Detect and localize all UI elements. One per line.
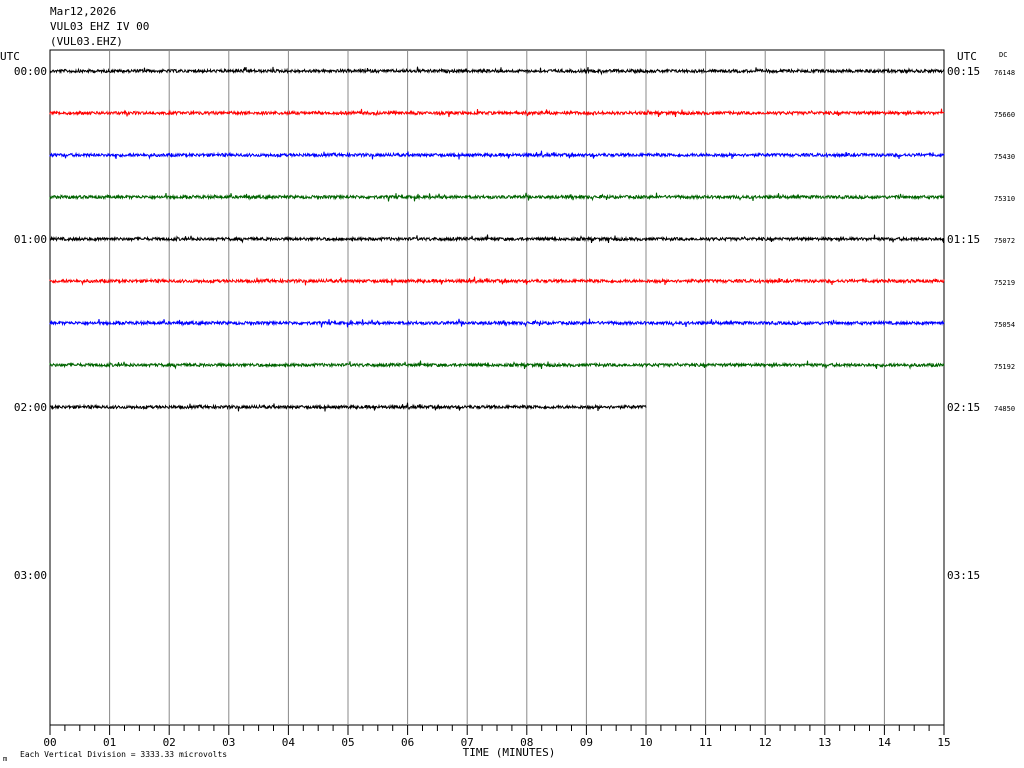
right-time-label: 00:15 xyxy=(947,65,980,78)
x-tick-label: 08 xyxy=(520,736,533,749)
dc-value: 76148 xyxy=(994,69,1015,77)
dc-value: 75072 xyxy=(994,237,1015,245)
x-tick-label: 10 xyxy=(639,736,652,749)
plot-frame xyxy=(49,49,945,726)
dc-value: 75430 xyxy=(994,153,1015,161)
dc-label: DC xyxy=(999,51,1007,59)
utc-left-label: UTC xyxy=(0,50,20,63)
x-tick-label: 01 xyxy=(103,736,116,749)
x-tick-label: 04 xyxy=(282,736,296,749)
seismic-trace xyxy=(49,192,945,202)
x-tick-label: 06 xyxy=(401,736,414,749)
dc-value: 75660 xyxy=(994,111,1015,119)
seismic-trace xyxy=(49,66,945,76)
seismic-trace xyxy=(49,234,945,244)
left-time-label: 03:00 xyxy=(14,569,47,582)
seismic-trace xyxy=(49,276,945,286)
right-time-label: 03:15 xyxy=(947,569,980,582)
left-time-label: 02:00 xyxy=(14,401,47,414)
seismic-trace xyxy=(49,360,945,370)
seismic-trace xyxy=(49,150,945,160)
right-time-label: 01:15 xyxy=(947,233,980,246)
x-tick-label: 07 xyxy=(461,736,474,749)
seismic-trace xyxy=(49,402,647,412)
seismic-trace xyxy=(49,108,945,118)
dc-value: 75054 xyxy=(994,321,1015,329)
x-tick-label: 02 xyxy=(163,736,176,749)
x-tick-label: 13 xyxy=(818,736,831,749)
left-time-label: 01:00 xyxy=(14,233,47,246)
dc-value: 74850 xyxy=(994,405,1015,413)
x-tick-label: 12 xyxy=(759,736,772,749)
station-title: VUL03 EHZ IV 00 xyxy=(50,20,150,33)
left-time-label: 00:00 xyxy=(14,65,47,78)
x-tick-label: 00 xyxy=(43,736,56,749)
x-tick-label: 09 xyxy=(580,736,593,749)
dc-value: 75192 xyxy=(994,363,1015,371)
vertical-division-note: Each Vertical Division = 3333.33 microvo… xyxy=(20,750,227,759)
x-tick-label: 03 xyxy=(222,736,235,749)
utc-right-label: UTC xyxy=(957,50,977,63)
channel-title: (VUL03.EHZ) xyxy=(50,35,123,48)
x-tick-label: 05 xyxy=(341,736,354,749)
x-tick-label: 11 xyxy=(699,736,712,749)
dc-value: 75219 xyxy=(994,279,1015,287)
seismic-trace xyxy=(49,318,945,328)
dc-value: 75310 xyxy=(994,195,1015,203)
x-tick-label: 14 xyxy=(878,736,892,749)
chart-date: Mar12,2026 xyxy=(50,5,117,18)
x-axis-title: TIME (MINUTES) xyxy=(463,746,556,759)
x-tick-label: 15 xyxy=(937,736,950,749)
right-time-label: 02:15 xyxy=(947,401,980,414)
footer-mark: m xyxy=(3,755,7,763)
